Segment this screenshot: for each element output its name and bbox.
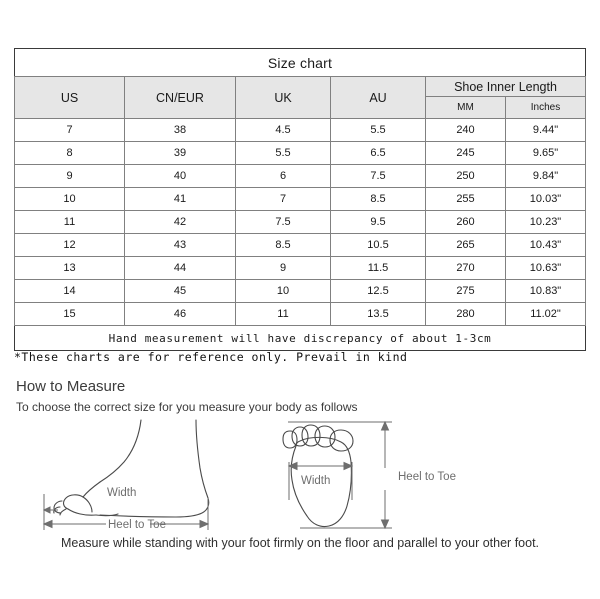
cell-us: 8	[14, 141, 125, 165]
cell-cneur: 38	[124, 118, 236, 142]
cell-au: 10.5	[330, 233, 426, 257]
cell-cneur: 44	[124, 256, 236, 280]
cell-us: 12	[14, 233, 125, 257]
side-view-length-dimension	[42, 494, 210, 530]
cell-us: 9	[14, 164, 125, 188]
table-row: 13 44 9 11.5 270 10.63"	[14, 256, 586, 280]
cell-uk: 7	[235, 187, 331, 211]
table-row: 14 45 10 12.5 275 10.83"	[14, 279, 586, 303]
cell-inches: 9.44"	[505, 118, 586, 142]
table-row: 9 40 6 7.5 250 9.84"	[14, 164, 586, 188]
cell-au: 9.5	[330, 210, 426, 234]
cell-uk: 10	[235, 279, 331, 303]
cell-mm: 260	[425, 210, 506, 234]
table-row: 11 42 7.5 9.5 260 10.23"	[14, 210, 586, 234]
footprint-top-view-icon	[282, 424, 354, 528]
cell-au: 11.5	[330, 256, 426, 280]
top-view-width-label: Width	[301, 475, 330, 487]
foot-measurement-diagrams: Width Heel to Toe	[0, 418, 600, 538]
cell-inches: 10.23"	[505, 210, 586, 234]
cell-us: 13	[14, 256, 125, 280]
column-header-uk: UK	[235, 76, 331, 119]
cell-inches: 11.02"	[505, 302, 586, 326]
column-header-cneur: CN/EUR	[124, 76, 236, 119]
table-row: 10 41 7 8.5 255 10.03"	[14, 187, 586, 211]
cell-mm: 280	[425, 302, 506, 326]
cell-inches: 10.83"	[505, 279, 586, 303]
cell-uk: 11	[235, 302, 331, 326]
cell-mm: 275	[425, 279, 506, 303]
cell-inches: 10.63"	[505, 256, 586, 280]
cell-us: 14	[14, 279, 125, 303]
title-row: Size chart	[14, 48, 586, 77]
cell-au: 13.5	[330, 302, 426, 326]
cell-mm: 245	[425, 141, 506, 165]
cell-inches: 10.03"	[505, 187, 586, 211]
how-to-measure-subtitle: To choose the correct size for you measu…	[16, 400, 358, 414]
size-chart-container: Size chart US CN/EUR UK AU Shoe Inner Le…	[14, 48, 586, 351]
top-view-length-label: Heel to Toe	[398, 471, 456, 483]
header-row-sub: MM Inches	[15, 96, 586, 119]
cell-us: 10	[14, 187, 125, 211]
cell-cneur: 41	[124, 187, 236, 211]
column-header-us: US	[14, 76, 125, 119]
cell-uk: 8.5	[235, 233, 331, 257]
chart-title: Size chart	[14, 48, 586, 77]
table-row: 12 43 8.5 10.5 265 10.43"	[14, 233, 586, 257]
cell-au: 7.5	[330, 164, 426, 188]
cell-cneur: 39	[124, 141, 236, 165]
cell-us: 11	[14, 210, 125, 234]
cell-us: 15	[14, 302, 125, 326]
cell-uk: 5.5	[235, 141, 331, 165]
cell-uk: 6	[235, 164, 331, 188]
cell-cneur: 45	[124, 279, 236, 303]
header-row-main: US CN/EUR UK AU Shoe Inner Length	[14, 76, 586, 119]
table-row: 15 46 11 13.5 280 11.02"	[14, 302, 586, 326]
cell-inches: 9.65"	[505, 141, 586, 165]
column-header-au: AU	[330, 76, 426, 119]
side-view-width-label: Width	[107, 487, 136, 499]
table-head: Size chart US CN/EUR UK AU Shoe Inner Le…	[14, 48, 586, 119]
table-foot: Hand measurement will have discrepancy o…	[14, 325, 586, 351]
how-to-measure-title: How to Measure	[16, 378, 126, 395]
side-view-width-dimension	[42, 494, 58, 518]
cell-cneur: 40	[124, 164, 236, 188]
column-header-inches: Inches	[505, 96, 586, 119]
top-view-width-dimension	[287, 461, 354, 500]
cell-mm: 265	[425, 233, 506, 257]
measure-caption: Measure while standing with your foot fi…	[60, 536, 540, 550]
cell-au: 5.5	[330, 118, 426, 142]
footer-row: Hand measurement will have discrepancy o…	[14, 325, 586, 351]
cell-mm: 240	[425, 118, 506, 142]
cell-cneur: 46	[124, 302, 236, 326]
foot-side-view-icon	[53, 419, 210, 518]
cell-us: 7	[14, 118, 125, 142]
table-body: 7 38 4.5 5.5 240 9.44" 8 39 5.5 6.5 245 9.65" 9 40 6 7.…	[14, 118, 586, 326]
cell-cneur: 42	[124, 210, 236, 234]
column-header-shoe-inner-length: Shoe Inner Length	[425, 76, 586, 97]
cell-mm: 270	[425, 256, 506, 280]
column-header-mm: MM	[425, 96, 506, 119]
cell-uk: 4.5	[235, 118, 331, 142]
cell-cneur: 43	[124, 233, 236, 257]
size-chart-table: Size chart US CN/EUR UK AU Shoe Inner Le…	[14, 48, 586, 351]
cell-au: 8.5	[330, 187, 426, 211]
cell-uk: 7.5	[235, 210, 331, 234]
cell-inches: 9.84"	[505, 164, 586, 188]
cell-mm: 250	[425, 164, 506, 188]
cell-inches: 10.43"	[505, 233, 586, 257]
top-view-length-dimension	[288, 420, 392, 530]
footer-note: Hand measurement will have discrepancy o…	[14, 325, 586, 351]
diagrams-svg: Width Heel to Toe	[42, 419, 456, 531]
side-view-length-label: Heel to Toe	[108, 519, 166, 531]
table-row: 8 39 5.5 6.5 245 9.65"	[14, 141, 586, 165]
cell-au: 6.5	[330, 141, 426, 165]
table-row: 7 38 4.5 5.5 240 9.44"	[14, 118, 586, 142]
cell-au: 12.5	[330, 279, 426, 303]
cell-uk: 9	[235, 256, 331, 280]
reference-note: *These charts are for reference only. Pr…	[14, 350, 408, 364]
cell-mm: 255	[425, 187, 506, 211]
